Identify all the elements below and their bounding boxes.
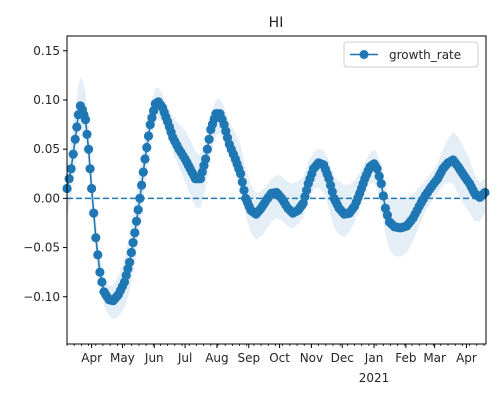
data-point	[128, 238, 138, 248]
data-point	[372, 164, 382, 174]
data-point	[97, 277, 107, 287]
data-point	[204, 134, 214, 144]
data-point	[239, 185, 249, 195]
x-tick-label: Sep	[237, 351, 260, 365]
growth-rate-points	[62, 97, 490, 306]
y-tick-label: −0.05	[23, 241, 60, 255]
data-point	[91, 233, 101, 243]
data-point	[93, 250, 103, 260]
x-tick-label: Nov	[300, 351, 323, 365]
data-point	[140, 154, 150, 164]
plot-frame	[66, 35, 487, 345]
data-point	[142, 142, 152, 153]
x-tick-label: Jul	[177, 351, 192, 365]
legend-marker-sample	[359, 50, 369, 59]
data-point	[201, 154, 211, 164]
data-point	[126, 247, 136, 258]
legend-box	[343, 41, 479, 68]
x-tick-label: Apr	[81, 351, 102, 365]
data-point	[80, 115, 91, 125]
x-tick-label: Dec	[331, 351, 354, 365]
y-tick-label: 0.00	[33, 191, 60, 205]
data-point	[145, 120, 155, 130]
x-tick-label: Jun	[144, 351, 164, 365]
data-point	[95, 267, 105, 277]
data-point	[89, 208, 99, 218]
y-tick-label: 0.10	[33, 93, 60, 107]
data-point	[237, 177, 247, 187]
data-point	[376, 179, 386, 189]
y-tick-label: 0.15	[33, 44, 60, 58]
data-point	[380, 203, 390, 213]
data-point	[130, 228, 140, 238]
x-tick-label: May	[110, 351, 135, 365]
data-point	[378, 191, 388, 201]
data-point	[64, 174, 74, 184]
x-tick-label: Mar	[423, 351, 446, 365]
legend: growth_rate	[343, 41, 479, 68]
data-point	[82, 129, 92, 139]
data-point	[68, 149, 78, 159]
x-tick-label: Aug	[205, 351, 228, 365]
x-tick-label: Oct	[269, 351, 290, 365]
y-tick-label: 0.05	[33, 142, 60, 156]
x-tick-label: Apr	[456, 351, 477, 365]
data-point	[66, 164, 76, 174]
legend-entry-growth-rate: growth_rate	[389, 48, 461, 62]
data-point	[480, 187, 490, 198]
x-axis-ticks: Apr May Jun Jul Aug Sep Oct Nov Dec Jan 2021 Feb Mar…	[66, 344, 485, 385]
data-point	[70, 134, 80, 144]
chart-title: HI	[269, 15, 284, 31]
data-point	[202, 144, 212, 154]
data-point	[147, 113, 157, 123]
data-point	[133, 205, 143, 215]
data-point	[374, 171, 384, 181]
data-point	[85, 164, 95, 174]
x-tick-year-label: 2021	[359, 371, 390, 385]
x-tick-label: Feb	[395, 351, 416, 365]
data-point	[138, 167, 148, 177]
x-tick-label: Jan	[364, 351, 384, 365]
y-axis-ticks: −0.10 −0.05 0.00 0.05 0.10 0.15	[23, 44, 67, 304]
data-point	[131, 216, 142, 226]
data-point	[143, 131, 154, 141]
data-point	[236, 169, 246, 179]
data-point	[382, 210, 392, 220]
data-point	[149, 106, 159, 116]
data-point	[84, 144, 94, 154]
data-point	[137, 180, 147, 190]
y-tick-label: −0.10	[23, 290, 60, 304]
axes	[66, 35, 487, 345]
data-point	[72, 122, 82, 132]
data-point	[87, 183, 97, 194]
data-point	[135, 193, 145, 203]
data-point	[125, 257, 135, 267]
